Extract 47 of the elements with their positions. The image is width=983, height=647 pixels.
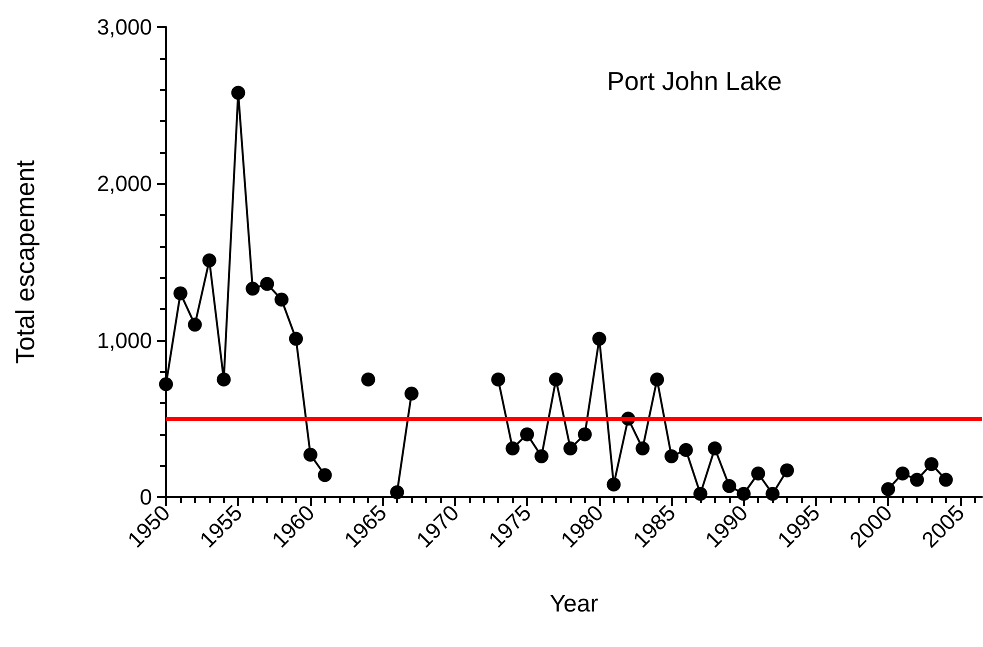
y-tick-label: 1,000 — [96, 328, 152, 353]
point — [578, 427, 592, 442]
point — [606, 477, 621, 492]
point — [664, 449, 678, 464]
point — [924, 457, 938, 472]
point — [303, 448, 318, 462]
point — [231, 86, 246, 100]
point — [678, 443, 693, 457]
point — [491, 372, 506, 386]
point — [563, 441, 578, 456]
point — [881, 482, 896, 496]
point — [390, 485, 404, 500]
point — [173, 286, 188, 300]
point — [736, 486, 751, 501]
point — [766, 486, 780, 501]
point — [274, 292, 289, 307]
point — [636, 441, 650, 456]
x-axis-title: Year — [550, 590, 598, 618]
point — [722, 479, 736, 494]
annotation: Port John Lake — [607, 66, 782, 96]
y-axis-title: Total escapement — [10, 159, 40, 364]
point — [159, 377, 173, 392]
point — [548, 372, 563, 386]
y-tick-label: 3,000 — [96, 14, 152, 40]
point — [216, 372, 231, 386]
point — [318, 468, 332, 482]
point — [708, 441, 722, 456]
point — [650, 372, 664, 386]
y-tick-label: 0 — [140, 484, 152, 510]
point — [592, 332, 606, 346]
point — [751, 466, 766, 480]
point — [780, 463, 794, 478]
point — [404, 386, 419, 401]
point — [288, 332, 303, 346]
point — [246, 282, 260, 296]
point — [520, 427, 534, 442]
point — [938, 472, 953, 487]
point — [361, 372, 376, 386]
y-tick-label: 2,000 — [96, 171, 152, 196]
point — [260, 276, 274, 291]
point — [534, 449, 549, 464]
point — [896, 466, 910, 480]
point — [188, 318, 202, 332]
point — [693, 486, 708, 501]
point — [910, 472, 924, 487]
point — [506, 441, 520, 456]
point — [202, 253, 216, 268]
